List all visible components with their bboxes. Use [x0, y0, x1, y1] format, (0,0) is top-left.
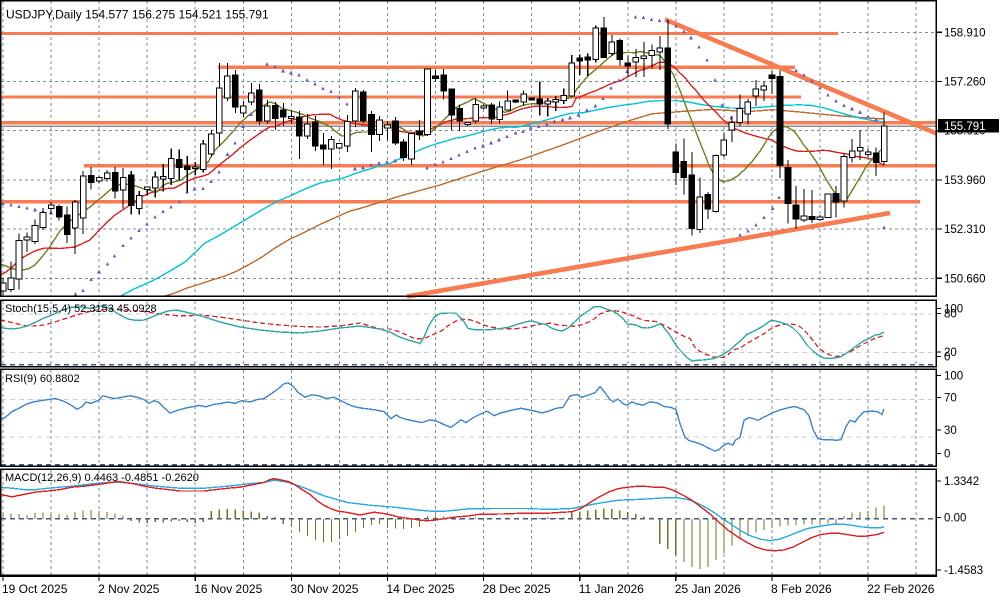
svg-text:30 Nov 2025: 30 Nov 2025 [290, 582, 358, 596]
svg-text:11 Jan 2026: 11 Jan 2026 [579, 582, 644, 596]
svg-text:157.260: 157.260 [944, 77, 986, 89]
svg-text:16 Nov 2025: 16 Nov 2025 [194, 582, 262, 596]
svg-text:1.3342: 1.3342 [944, 476, 979, 488]
svg-text:100: 100 [944, 371, 963, 383]
svg-text:-1.4583: -1.4583 [944, 565, 983, 577]
svg-text:152.310: 152.310 [944, 224, 986, 236]
svg-text:80: 80 [944, 309, 957, 321]
svg-text:22 Feb 2026: 22 Feb 2026 [867, 582, 935, 596]
svg-text:0: 0 [944, 449, 950, 461]
svg-text:MACD(12,26,9) 0.4463 -0.4851 -: MACD(12,26,9) 0.4463 -0.4851 -0.2620 [5, 472, 199, 484]
svg-text:150.660: 150.660 [944, 273, 986, 285]
svg-text:155.791: 155.791 [944, 121, 986, 133]
svg-text:USDJPY,Daily 154.577 156.275: USDJPY,Daily 154.577 156.275 154.521 155… [6, 7, 269, 21]
svg-text:28 Dec 2025: 28 Dec 2025 [483, 582, 551, 596]
svg-text:19 Oct 2025: 19 Oct 2025 [2, 582, 68, 596]
svg-text:RSI(9) 60.8802: RSI(9) 60.8802 [5, 373, 80, 385]
svg-text:8 Feb 2026: 8 Feb 2026 [771, 582, 832, 596]
svg-text:70: 70 [944, 393, 957, 405]
svg-text:0.00: 0.00 [944, 513, 966, 525]
svg-text:25 Jan 2026: 25 Jan 2026 [675, 582, 741, 596]
svg-text:153.960: 153.960 [944, 175, 986, 187]
svg-text:30: 30 [944, 425, 957, 437]
svg-text:Stoch(15,5,4) 52.3153 45.0928: Stoch(15,5,4) 52.3153 45.0928 [5, 303, 157, 315]
svg-text:2 Nov 2025: 2 Nov 2025 [98, 582, 160, 596]
svg-text:158.910: 158.910 [944, 27, 986, 39]
svg-text:100: 100 [944, 304, 963, 316]
svg-text:14 Dec 2025: 14 Dec 2025 [387, 582, 455, 596]
svg-text:20: 20 [944, 347, 957, 359]
svg-text:0: 0 [944, 352, 950, 364]
